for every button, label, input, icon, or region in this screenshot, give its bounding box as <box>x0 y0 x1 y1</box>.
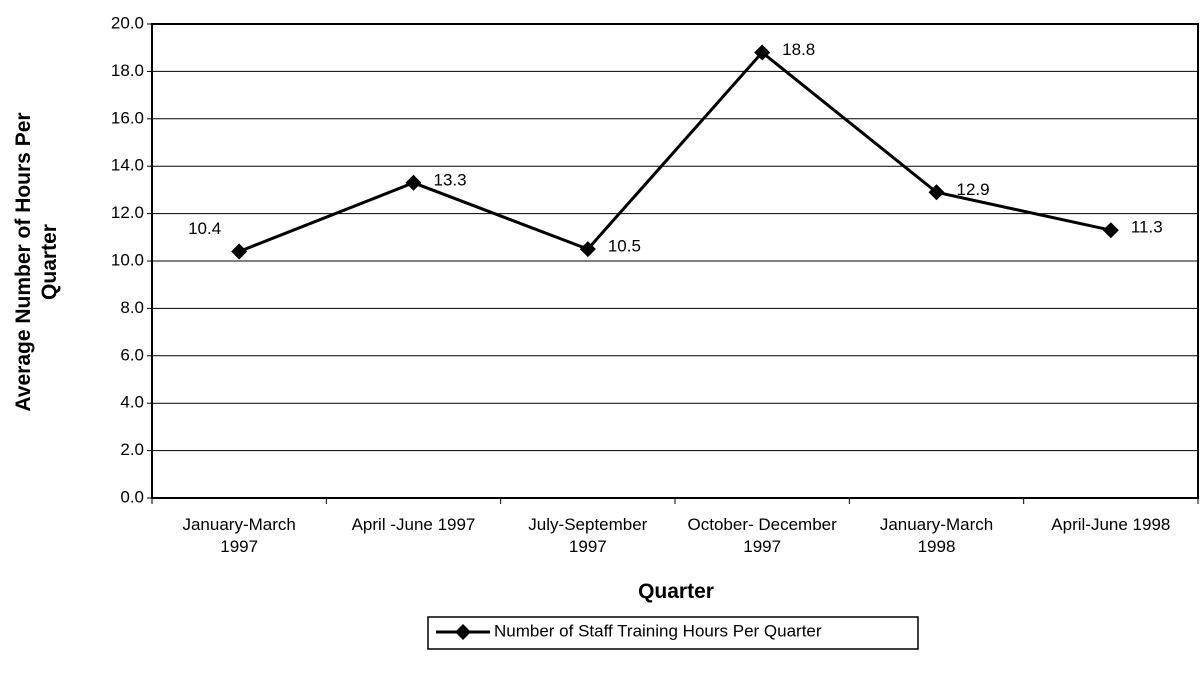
y-tick-label: 0.0 <box>120 487 144 506</box>
x-axis-title: Quarter <box>638 580 714 603</box>
y-tick-label: 6.0 <box>120 345 144 364</box>
series-line <box>238 50 1112 253</box>
data-label: 13.3 <box>434 170 467 189</box>
legend-marker <box>455 624 471 640</box>
y-axis-title: Average Number of Hours Per Quarter <box>12 112 61 412</box>
x-tick-label: April -June 1997 <box>351 515 476 534</box>
data-point <box>928 184 945 201</box>
y-tick-label: 10.0 <box>111 250 144 269</box>
data-label: 10.4 <box>188 219 221 238</box>
data-label: 12.9 <box>957 180 990 199</box>
legend-label: Number of Staff Training Hours Per Quart… <box>494 621 822 640</box>
data-label: 18.8 <box>782 40 815 59</box>
data-point <box>405 174 422 191</box>
x-tick-label: July-September 1997 <box>528 515 648 556</box>
data-point <box>754 44 771 61</box>
data-label: 10.5 <box>608 237 641 256</box>
y-tick-label: 18.0 <box>111 61 144 80</box>
x-tick-label: January-March 1997 <box>182 515 296 556</box>
x-tick-label: April-June 1998 <box>1051 515 1171 534</box>
y-tick-label: 12.0 <box>111 203 144 222</box>
data-point <box>231 243 248 260</box>
data-point <box>579 241 596 258</box>
data-point <box>1102 222 1119 239</box>
x-tick-label: January-March 1998 <box>879 515 994 556</box>
data-label: 11.3 <box>1131 218 1163 237</box>
legend-box <box>427 616 919 650</box>
y-tick-label: 16.0 <box>111 108 144 127</box>
y-tick-label: 2.0 <box>120 440 144 459</box>
y-tick-label: 14.0 <box>111 156 144 175</box>
x-tick-label: October- December 1997 <box>687 515 837 556</box>
y-tick-label: 20.0 <box>111 13 144 32</box>
y-tick-label: 4.0 <box>120 393 144 412</box>
y-tick-label: 8.0 <box>120 298 144 317</box>
